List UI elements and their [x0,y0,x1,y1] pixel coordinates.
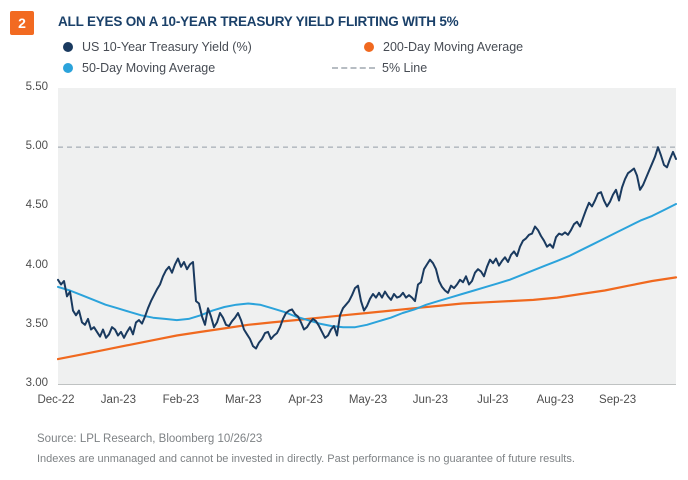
legend-item-treasury: US 10-Year Treasury Yield (%) [63,40,252,54]
dashed-line-icon [332,67,375,69]
legend-label-treasury: US 10-Year Treasury Yield (%) [82,40,252,54]
series-line-us-10-year-treasury-yield- [57,146,677,350]
legend-item-200day: 200-Day Moving Average [364,40,524,54]
x-tick-label: Jun-23 [412,394,448,406]
x-tick-label: Dec-22 [37,394,75,406]
y-tick-label: 5.50 [25,81,48,93]
source-text: Source: LPL Research, Bloomberg 10/26/23 [37,433,263,445]
x-tick-label: Jul-23 [477,394,509,406]
legend-label-200day: 200-Day Moving Average [383,40,524,54]
y-tick-label: 3.00 [25,377,48,389]
x-tick-label: Apr-23 [288,394,323,406]
plot-background [58,88,676,384]
legend-item-50day: 50-Day Moving Average [63,61,216,75]
series-line-50-day-moving-average [57,203,677,329]
y-tick-label: 4.00 [25,258,48,271]
legend-item-5pct-line: 5% Line [332,61,428,75]
legend-label-50day: 50-Day Moving Average [82,61,216,75]
legend-label-5pct: 5% Line [382,61,428,75]
x-tick-label: Mar-23 [224,394,262,406]
y-tick-label: 3.50 [25,317,48,330]
x-tick-label: Sep-23 [599,394,637,406]
ma50-dot-icon [63,63,73,73]
figure-number-badge: 2 [10,11,34,35]
x-tick-label: Jan-23 [100,394,136,406]
disclaimer-text: Indexes are unmanaged and cannot be inve… [37,453,575,465]
series-line-200-day-moving-average [57,276,678,361]
x-tick-label: May-23 [348,394,388,406]
chart-title: ALL EYES ON A 10-YEAR TREASURY YIELD FLI… [58,14,459,29]
x-tick-label: Aug-23 [536,394,574,406]
ma200-dot-icon [364,42,374,52]
y-tick-label: 5.00 [25,140,48,153]
y-tick-label: 4.50 [25,199,48,212]
x-tick-label: Feb-23 [162,394,200,406]
treasury-dot-icon [63,42,73,52]
